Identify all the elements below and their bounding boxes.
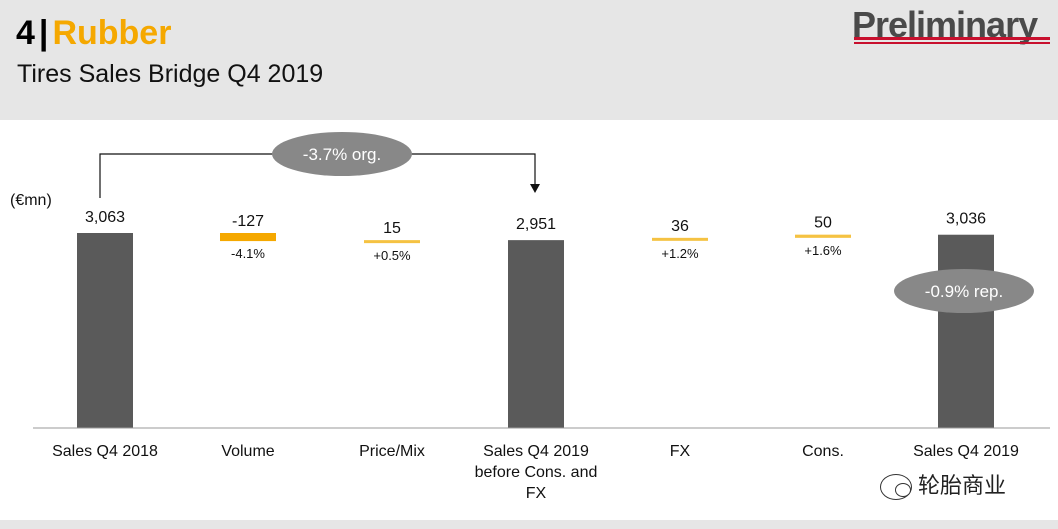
category-label: Volume — [221, 443, 275, 460]
bar-total — [77, 233, 133, 428]
data-label: 3,063 — [85, 209, 125, 226]
bracket-arrow — [530, 184, 540, 193]
reported-change-label: -0.9% rep. — [925, 282, 1003, 301]
stamp-underline — [854, 42, 1050, 44]
bar-total — [938, 234, 994, 428]
category-label: Sales Q4 2019 — [913, 443, 1019, 460]
bar-delta — [220, 233, 276, 242]
data-label: 15 — [383, 220, 401, 237]
percent-label: +1.6% — [804, 243, 842, 258]
category-label: Sales Q4 2019 before Cons. and FX — [474, 443, 598, 502]
category-label: FX — [669, 443, 691, 460]
percent-label: +1.2% — [661, 246, 699, 261]
title-separator: | — [38, 14, 49, 52]
watermark: 轮胎商业 — [880, 468, 1007, 501]
wechat-icon — [880, 474, 912, 501]
unit-label: (€mn) — [10, 192, 52, 209]
header: 4 | Rubber Tires Sales Bridge Q4 2019 Prel… — [0, 0, 1058, 120]
section-number: 4 — [16, 14, 35, 52]
bar-delta — [364, 240, 420, 244]
data-label: 2,951 — [516, 216, 556, 233]
bar-delta — [652, 237, 708, 241]
percent-label: -4.1% — [231, 246, 265, 261]
organic-change-label: -3.7% org. — [303, 145, 381, 164]
category-label: Sales Q4 2018 — [52, 443, 158, 460]
page-title: 4 | Rubber — [16, 14, 171, 53]
bar-delta — [795, 234, 851, 238]
section-title: Rubber — [52, 14, 172, 52]
reported-oval — [894, 269, 1034, 313]
data-label: 50 — [814, 215, 832, 232]
organic-oval — [272, 132, 412, 176]
watermark-text: 轮胎商业 — [918, 473, 1007, 498]
data-label: 36 — [671, 218, 689, 235]
stamp-underline — [854, 37, 1050, 40]
data-label: -127 — [232, 213, 264, 230]
data-label: 3,036 — [946, 211, 986, 228]
page-subtitle: Tires Sales Bridge Q4 2019 — [17, 60, 324, 88]
percent-label: +0.5% — [373, 248, 411, 263]
category-label: Price/Mix — [359, 443, 425, 460]
category-label: Cons. — [802, 443, 844, 460]
bar-total — [508, 240, 564, 428]
